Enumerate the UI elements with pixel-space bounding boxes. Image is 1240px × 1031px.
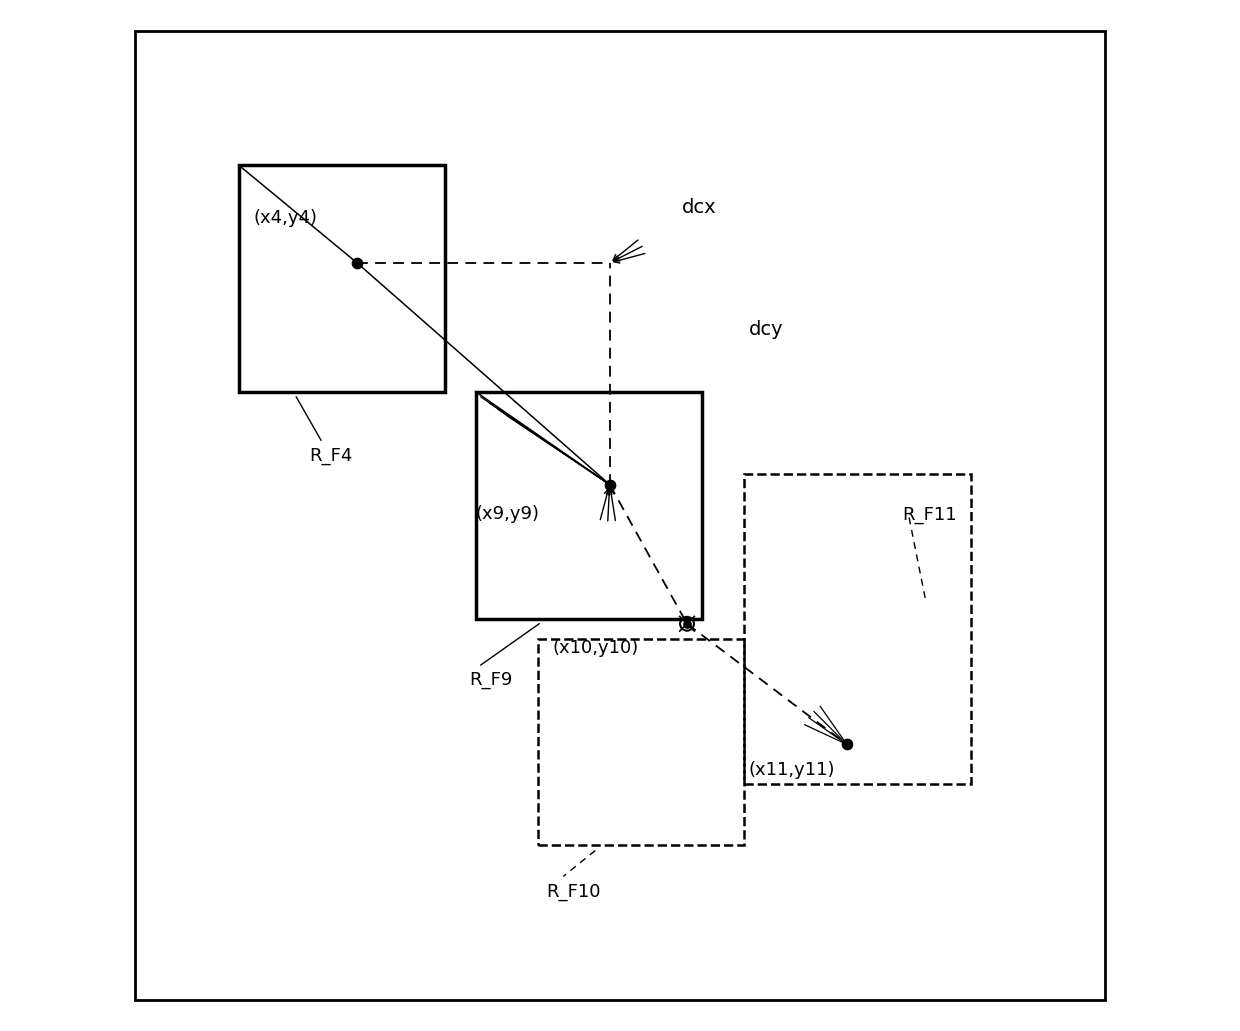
Text: R_F9: R_F9 [470,671,513,690]
Text: (x11,y11): (x11,y11) [749,761,836,778]
Text: dcy: dcy [749,321,784,339]
Bar [238,165,445,392]
Point [677,616,697,632]
Text: (x4,y4): (x4,y4) [254,209,317,227]
Text: (x10,y10): (x10,y10) [553,639,640,657]
Point [677,616,697,632]
Bar [537,639,744,845]
Text: R_F4: R_F4 [310,446,353,465]
FancyBboxPatch shape [135,31,1105,1000]
Bar [744,474,971,784]
Point [600,476,620,493]
Text: R_F10: R_F10 [547,883,601,901]
Bar [476,392,703,619]
Point [837,736,857,753]
Text: (x9,y9): (x9,y9) [476,505,539,523]
Text: R_F11: R_F11 [901,506,956,525]
Point [347,255,367,271]
Text: dcx: dcx [682,198,717,217]
